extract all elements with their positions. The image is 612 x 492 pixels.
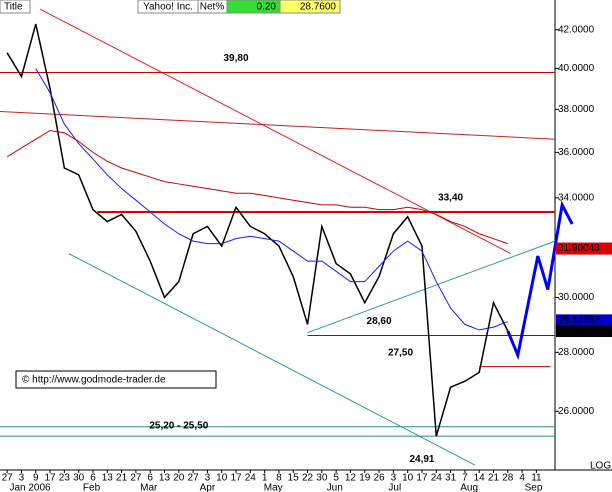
price-tag xyxy=(556,314,612,327)
x-tick-label: 27 xyxy=(130,473,142,484)
x-tick-label: 8 xyxy=(276,473,282,484)
x-tick-label: 7 xyxy=(462,473,468,484)
x-tick-label: 13 xyxy=(159,473,171,484)
x-tick-label: 21 xyxy=(488,473,500,484)
forecast-line xyxy=(506,200,574,361)
month-label: Jul xyxy=(388,483,401,492)
y-tick-label: 26.0000 xyxy=(558,406,595,417)
x-tick-label: 10 xyxy=(216,473,228,484)
x-tick-label: 14 xyxy=(474,473,486,484)
y-tick-label: 34.0000 xyxy=(558,192,595,203)
month-label: Sep xyxy=(525,483,543,492)
month-label: Jun xyxy=(327,483,343,492)
net-label: Net% xyxy=(200,2,225,13)
x-tick-label: 17 xyxy=(416,473,428,484)
level-label: 28,60 xyxy=(367,316,392,327)
last-value: 28.7600 xyxy=(300,2,337,13)
x-tick-label: 21 xyxy=(116,473,128,484)
y-tick-label: 30.0000 xyxy=(558,292,595,303)
month-label: Apr xyxy=(200,483,216,492)
x-tick-label: 31 xyxy=(445,473,457,484)
level-label: 27,50 xyxy=(388,347,413,358)
trendline xyxy=(307,240,556,334)
price-tag-label: 31.90048 xyxy=(558,243,600,254)
x-tick-label: 6 xyxy=(90,473,96,484)
x-tick-label: 17 xyxy=(230,473,242,484)
x-tick-label: 9 xyxy=(33,473,39,484)
x-tick-label: 5 xyxy=(333,473,339,484)
series-line xyxy=(6,23,509,437)
y-tick-label: 36.0000 xyxy=(558,147,595,158)
series-line xyxy=(6,130,508,245)
month-label: Mar xyxy=(140,483,158,492)
band-label: 25,20 - 25,50 xyxy=(149,420,208,431)
x-tick-label: 27 xyxy=(188,473,200,484)
x-tick-label: 4 xyxy=(519,473,525,484)
price-tag xyxy=(556,325,612,338)
x-tick-label: 13 xyxy=(102,473,114,484)
x-tick-label: 1 xyxy=(262,473,268,484)
y-tick-label: 42.0000 xyxy=(558,24,595,35)
price-tag xyxy=(556,242,612,255)
level-label: 33,40 xyxy=(438,193,463,204)
watermark-box xyxy=(15,370,217,389)
watermark: © http://www.godmode-trader.de xyxy=(22,375,166,386)
x-tick-label: 24 xyxy=(245,473,257,484)
price-tag-label: 28.7600 xyxy=(558,326,595,337)
x-tick-label: 15 xyxy=(288,473,300,484)
month-label: May xyxy=(264,483,283,492)
x-tick-label: 3 xyxy=(391,473,397,484)
x-tick-label: 22 xyxy=(302,473,314,484)
x-tick-label: 24 xyxy=(431,473,443,484)
price-tag-label: 29.14687 xyxy=(558,315,600,326)
x-tick-label: 27 xyxy=(2,473,14,484)
scale-label: LOG xyxy=(590,461,611,472)
x-tick-label: 20 xyxy=(173,473,185,484)
net-value: 0.20 xyxy=(257,2,277,13)
x-tick-label: 19 xyxy=(359,473,371,484)
month-label: Feb xyxy=(83,483,101,492)
series-line xyxy=(35,68,508,331)
x-tick-label: 3 xyxy=(19,473,25,484)
x-tick-label: 12 xyxy=(345,473,357,484)
symbol: Yahoo! Inc. xyxy=(143,2,193,13)
level-label: 39,80 xyxy=(224,53,249,64)
trendline xyxy=(0,110,556,140)
last-box xyxy=(279,0,341,14)
y-tick-label: 28.0000 xyxy=(558,347,595,358)
title: Title xyxy=(4,2,23,13)
low-label: 24,91 xyxy=(409,454,434,465)
x-tick-label: 26 xyxy=(373,473,385,484)
y-tick-label: 40.0000 xyxy=(558,63,595,74)
x-tick-label: 11 xyxy=(531,473,542,484)
x-tick-label: 30 xyxy=(316,473,328,484)
x-tick-label: 3 xyxy=(205,473,211,484)
x-tick-label: 10 xyxy=(402,473,414,484)
header: Title Yahoo! Inc. Net% 0.20 28.7600 xyxy=(0,0,341,14)
x-tick-label: 30 xyxy=(73,473,85,484)
title-box xyxy=(0,0,31,14)
month-label: Jan 2006 xyxy=(9,483,51,492)
x-tick-label: 23 xyxy=(59,473,71,484)
x-tick-label: 28 xyxy=(502,473,514,484)
trendline xyxy=(68,253,476,466)
x-tick-label: 17 xyxy=(45,473,57,484)
y-tick-label: 38.0000 xyxy=(558,104,595,115)
x-tick-label: 6 xyxy=(147,473,153,484)
month-label: Aug xyxy=(460,483,478,492)
